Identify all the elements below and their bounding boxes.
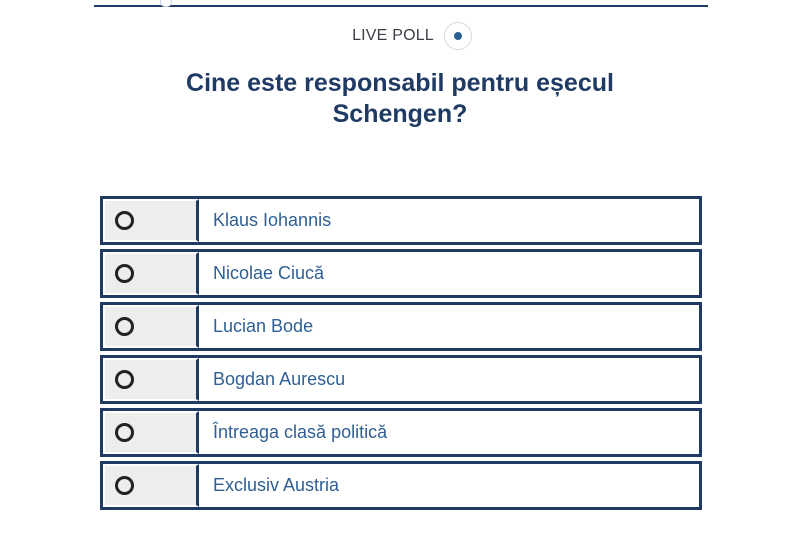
radio-icon[interactable]	[115, 423, 134, 442]
poll-option-label[interactable]: Nicolae Ciucă	[213, 263, 325, 283]
live-poll-label: LIVE POLL	[352, 27, 434, 44]
radio-icon[interactable]	[115, 317, 134, 336]
poll-option-label[interactable]: Întreaga clasă politică	[213, 422, 388, 442]
poll-option[interactable]: Klaus Iohannis	[100, 196, 702, 245]
radio-icon[interactable]	[115, 264, 134, 283]
radio-box[interactable]	[103, 411, 199, 454]
live-indicator-icon	[443, 22, 472, 50]
poll-option[interactable]: Lucian Bode	[100, 302, 702, 351]
poll-option[interactable]: Bogdan Aurescu	[100, 355, 702, 404]
poll-option[interactable]: Exclusiv Austria	[100, 461, 702, 510]
poll-option-label[interactable]: Bogdan Aurescu	[213, 369, 346, 389]
live-dot	[453, 32, 462, 40]
radio-box[interactable]	[103, 305, 199, 348]
poll-option-label[interactable]: Klaus Iohannis	[213, 210, 332, 230]
top-divider	[94, 5, 708, 7]
live-poll-header: LIVE POLL	[0, 20, 800, 52]
poll-question: Cine este responsabil pentru eșecul Sche…	[186, 69, 614, 128]
radio-box[interactable]	[103, 358, 199, 401]
radio-box[interactable]	[103, 252, 199, 295]
radio-icon[interactable]	[115, 211, 134, 230]
poll-option-label[interactable]: Lucian Bode	[213, 316, 314, 336]
radio-box[interactable]	[103, 199, 199, 242]
poll-options: Klaus Iohannis Nicolae Ciucă Lucian Bode…	[100, 196, 702, 514]
radio-box[interactable]	[103, 464, 199, 507]
poll-option[interactable]: Întreaga clasă politică	[100, 408, 702, 457]
radio-icon[interactable]	[115, 476, 134, 495]
top-notch	[160, 0, 172, 7]
poll-option-label[interactable]: Exclusiv Austria	[213, 475, 340, 495]
radio-icon[interactable]	[115, 370, 134, 389]
poll-option[interactable]: Nicolae Ciucă	[100, 249, 702, 298]
